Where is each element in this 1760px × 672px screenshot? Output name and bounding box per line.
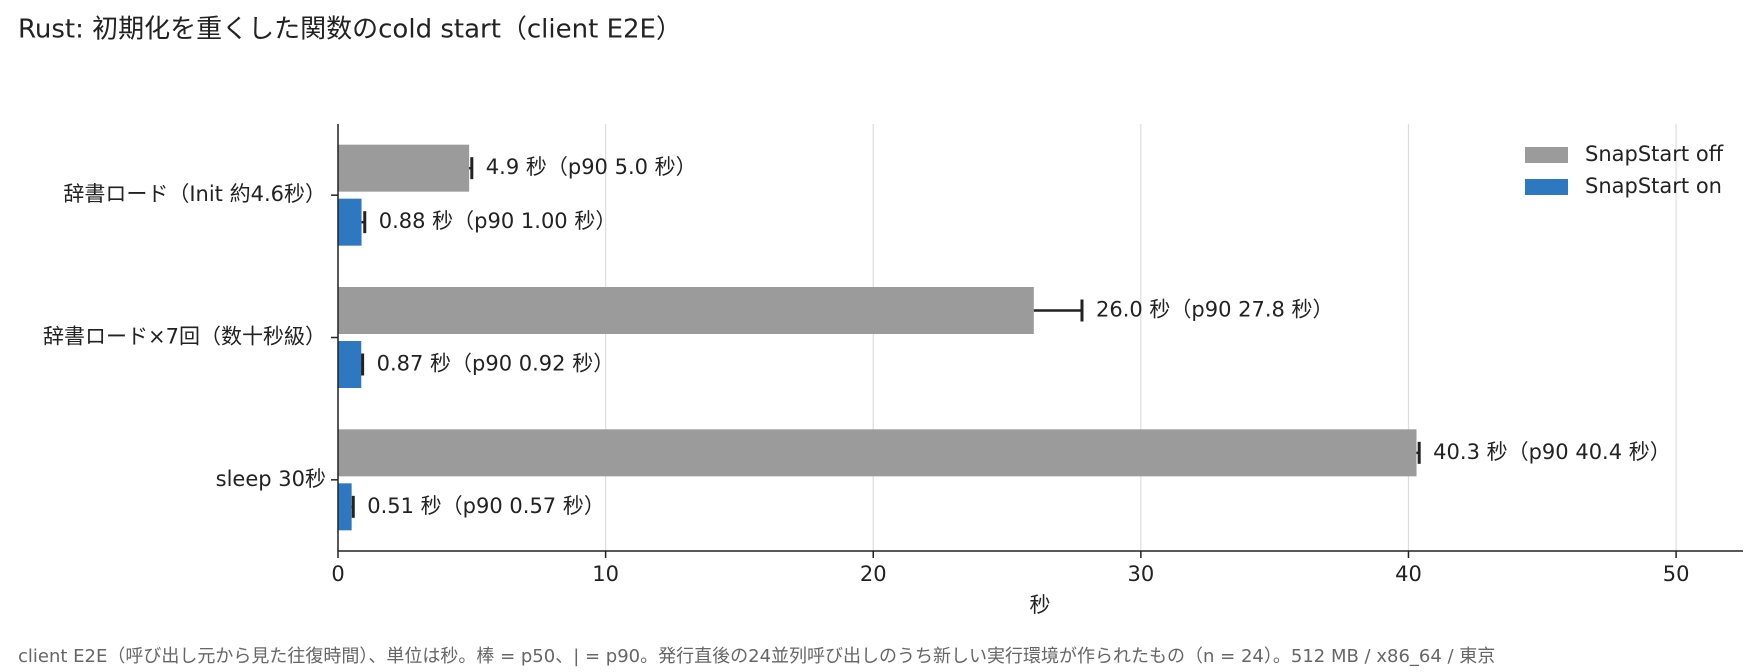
footnote: client E2E（呼び出し元から見た往復時間）、単位は秒。棒 = p50、|… bbox=[18, 646, 1495, 667]
legend-swatch bbox=[1525, 179, 1568, 195]
y-tick-label: sleep 30秒 bbox=[216, 467, 326, 491]
x-tick-label: 20 bbox=[860, 562, 887, 586]
x-tick-label: 30 bbox=[1127, 562, 1154, 586]
x-tick-label: 0 bbox=[331, 562, 344, 586]
bar bbox=[338, 483, 352, 531]
value-label: 0.88 秒（p90 1.00 秒） bbox=[379, 209, 617, 233]
bar bbox=[338, 341, 362, 388]
x-tick-label: 10 bbox=[592, 562, 619, 586]
x-tick-label: 50 bbox=[1663, 562, 1690, 586]
x-axis-label: 秒 bbox=[1030, 593, 1051, 617]
legend-label: SnapStart off bbox=[1585, 142, 1724, 166]
y-tick-label: 辞書ロード（Init 約4.6秒） bbox=[63, 182, 326, 206]
value-label: 40.3 秒（p90 40.4 秒） bbox=[1433, 440, 1671, 464]
legend-swatch bbox=[1525, 147, 1568, 163]
value-label: 0.87 秒（p90 0.92 秒） bbox=[377, 352, 615, 376]
bar bbox=[338, 144, 470, 192]
value-label: 0.51 秒（p90 0.57 秒） bbox=[367, 494, 605, 518]
x-tick-label: 40 bbox=[1395, 562, 1422, 586]
bar bbox=[338, 287, 1034, 334]
y-tick-label: 辞書ロード×7回（数十秒級） bbox=[43, 325, 326, 349]
bar bbox=[338, 429, 1417, 477]
legend-label: SnapStart on bbox=[1585, 174, 1722, 198]
bar bbox=[338, 198, 362, 246]
value-label: 26.0 秒（p90 27.8 秒） bbox=[1096, 298, 1334, 322]
value-label: 4.9 秒（p90 5.0 秒） bbox=[486, 155, 697, 179]
chart-title: Rust: 初期化を重くした関数のcold start（client E2E） bbox=[18, 15, 682, 45]
